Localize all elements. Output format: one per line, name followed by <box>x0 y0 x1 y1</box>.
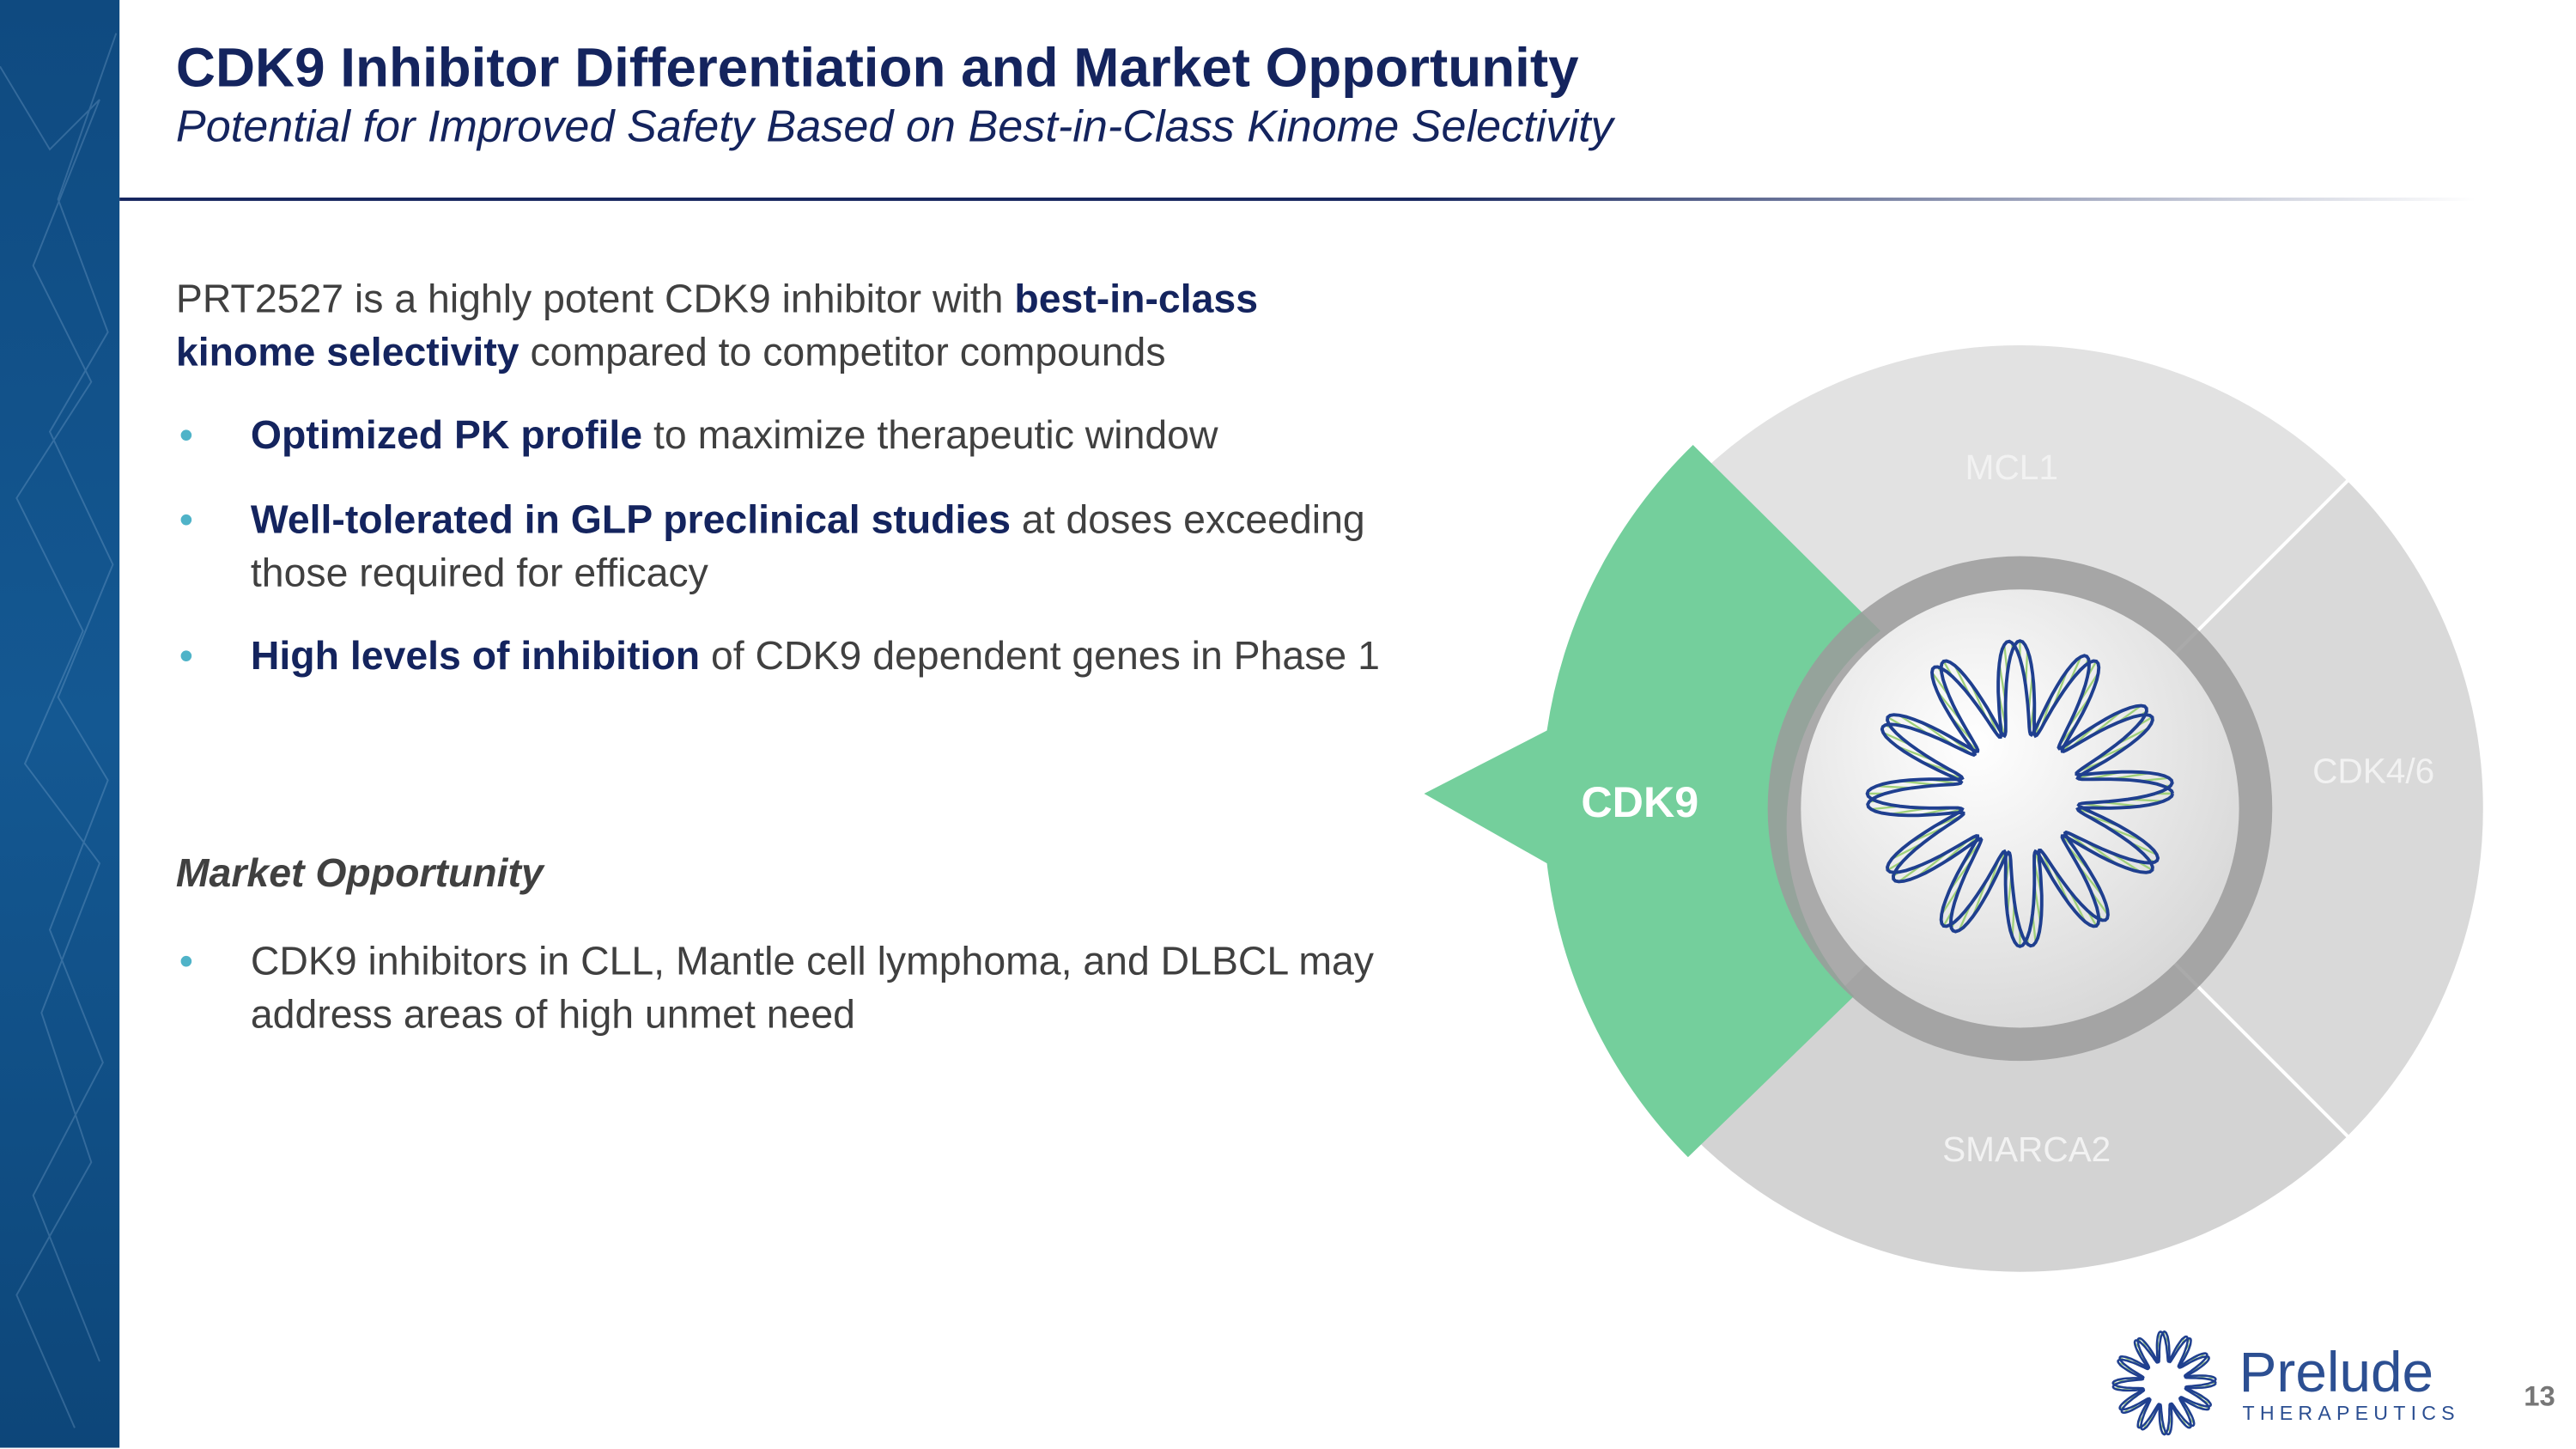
segment-label: CDK4/6 <box>2312 751 2434 790</box>
dna-strand <box>2111 1330 2217 1436</box>
dna-strand <box>1866 639 2174 948</box>
emphasis-text: Well-tolerated in GLP preclinical studie… <box>250 497 1012 544</box>
dna-strand <box>1865 639 2175 948</box>
bullet-dot: • <box>179 940 194 985</box>
dna-icon <box>1865 639 2175 948</box>
intro: PRT2527 is a highly potent CDK9 inhibito… <box>176 274 1388 379</box>
page-number: 13 <box>2524 1379 2555 1411</box>
bullet: • CDK9 inhibitors in CLL, Mantle cell lym… <box>179 936 1396 1041</box>
body-text: compared to competitor compounds <box>519 329 1166 374</box>
subtitle: Potential for Improved Safety Based on B… <box>175 100 1613 151</box>
section-heading: Market Opportunity <box>175 851 544 897</box>
core <box>1801 589 2239 1028</box>
bullet-dot: • <box>179 634 194 679</box>
emphasis-text: best-in-class kinome selectivity <box>175 277 1258 374</box>
title: CDK9 Inhibitor Differentiation and Marke… <box>175 36 1579 99</box>
emphasis-text: High levels of inhibition <box>250 634 701 679</box>
body-text: CDK9 inhibitors in CLL, Mantle cell lymp… <box>250 940 1375 1038</box>
bullet-dot: • <box>179 497 194 544</box>
segment-label: MCL1 <box>1965 447 2058 487</box>
body-text: of CDK9 dependent genes in Phase 1 <box>700 634 1380 679</box>
emphasis-text: Optimized PK profile <box>250 413 643 459</box>
body-text: to maximize therapeutic window <box>642 413 1218 459</box>
band-network <box>0 33 118 1428</box>
logo-tagline: THERAPEUTICS <box>2242 1402 2459 1424</box>
logo-icon <box>2111 1330 2217 1436</box>
body-text: PRT2527 is a highly potent CDK9 inhibito… <box>175 277 1015 323</box>
segment-label: SMARCA2 <box>1942 1129 2111 1169</box>
bullet-dot: • <box>179 413 194 459</box>
dna-strand <box>2111 1330 2217 1436</box>
logo-name: Prelude <box>2239 1341 2434 1403</box>
divider <box>119 198 2477 201</box>
body-text: at doses exceeding those required for ef… <box>250 497 1365 595</box>
bullet: • Optimized PK profile to maximize therap… <box>179 410 1396 462</box>
bullet: • High levels of inhibition of CDK9 depen… <box>179 631 1396 684</box>
side-band <box>0 0 120 1448</box>
highlight-segment <box>1424 445 1881 1158</box>
bullet: • Well-tolerated in GLP preclinical studi… <box>179 495 1396 600</box>
highlight-label: CDK9 <box>1581 778 1698 826</box>
